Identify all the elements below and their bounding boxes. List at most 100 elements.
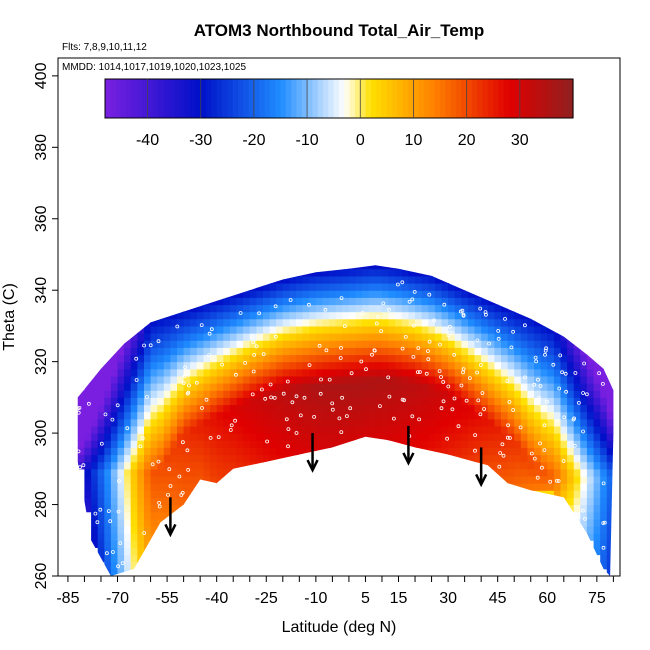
- heatmap-cell: [600, 476, 608, 484]
- heatmap-cell: [441, 440, 449, 448]
- heatmap-cell: [210, 418, 218, 427]
- heatmap-cell: [124, 561, 132, 570]
- heatmap-cell: [137, 404, 145, 413]
- heatmap-cell: [335, 347, 343, 356]
- heatmap-cell: [382, 290, 390, 298]
- heatmap-cell: [348, 275, 357, 284]
- heatmap-cell: [196, 397, 204, 406]
- heatmap-cell: [348, 426, 357, 434]
- heatmap-cell: [269, 411, 277, 420]
- heatmap-cell: [620, 462, 627, 470]
- sample-point: [447, 330, 452, 335]
- heatmap-cell: [540, 418, 548, 427]
- heatmap-cell: [620, 490, 627, 498]
- heatmap-cell: [540, 361, 548, 370]
- heatmap-cell: [553, 440, 562, 448]
- heatmap-cell: [223, 483, 231, 491]
- heatmap-cell: [501, 354, 509, 363]
- heatmap-cell: [421, 297, 429, 306]
- heatmap-cell: [534, 383, 542, 391]
- sample-point: [95, 520, 100, 525]
- heatmap-cell: [514, 433, 522, 441]
- heatmap-cell: [84, 447, 92, 456]
- heatmap-cell: [263, 368, 271, 377]
- heatmap-cell: [249, 404, 257, 413]
- heatmap-cell: [375, 383, 383, 391]
- heatmap-cell: [170, 368, 178, 377]
- heatmap-cell: [322, 318, 330, 327]
- heatmap-cell: [573, 483, 581, 491]
- heatmap-cell: [606, 390, 614, 398]
- heatmap-cell: [322, 297, 330, 306]
- heatmap-cell: [573, 454, 581, 463]
- heatmap-cell: [329, 325, 337, 334]
- heatmap-cell: [348, 447, 357, 456]
- heatmap-cell: [434, 411, 443, 420]
- heatmap-cell: [580, 418, 588, 427]
- heatmap-cell: [322, 290, 330, 298]
- heatmap-cell: [388, 311, 396, 320]
- sample-point: [391, 416, 396, 421]
- heatmap-cell: [342, 411, 350, 420]
- heatmap-cell: [547, 347, 555, 356]
- sample-point: [339, 296, 344, 301]
- heatmap-cell: [467, 411, 476, 420]
- heatmap-cell: [547, 318, 555, 327]
- heatmap-cell: [124, 390, 132, 398]
- sample-point: [254, 344, 259, 349]
- heatmap-cell: [368, 354, 376, 363]
- heatmap-cell: [322, 354, 330, 363]
- heatmap-cell: [315, 325, 324, 334]
- heatmap-cell: [97, 483, 105, 491]
- heatmap-cell: [236, 325, 244, 334]
- heatmap-cell: [243, 354, 251, 363]
- heatmap-cell: [580, 476, 588, 484]
- heatmap-cell: [448, 283, 456, 291]
- heatmap-cell: [408, 390, 416, 398]
- heatmap-cell: [448, 433, 456, 441]
- heatmap-cell: [210, 368, 218, 377]
- heatmap-cell: [190, 297, 198, 306]
- heatmap-cell: [434, 418, 443, 427]
- heatmap-cell: [421, 361, 429, 370]
- sample-point: [228, 428, 233, 432]
- heatmap-cell: [110, 383, 119, 391]
- heatmap-cell: [382, 354, 390, 363]
- heatmap-cell: [553, 333, 562, 341]
- heatmap-cell: [613, 411, 614, 420]
- heatmap-cell: [342, 361, 350, 370]
- heatmap-cell: [137, 468, 145, 477]
- heatmap-cell: [315, 418, 324, 427]
- heatmap-cell: [269, 290, 277, 298]
- heatmap-cell: [388, 375, 396, 384]
- heatmap-cell: [382, 411, 390, 420]
- heatmap-cell: [137, 397, 145, 406]
- heatmap-cell: [315, 368, 324, 377]
- heatmap-cell: [282, 340, 290, 348]
- heatmap-cell: [243, 397, 251, 406]
- heatmap-cell: [289, 375, 297, 384]
- heatmap-cell: [375, 440, 383, 448]
- heatmap-cell: [150, 511, 158, 520]
- heatmap-cell: [481, 418, 489, 427]
- sample-point: [503, 316, 507, 321]
- heatmap-cell: [163, 347, 171, 356]
- heatmap-cell: [282, 397, 290, 406]
- sample-point: [497, 464, 502, 469]
- heatmap-cell: [606, 454, 614, 463]
- heatmap-cell: [97, 390, 105, 398]
- heatmap-cell: [163, 368, 171, 377]
- heatmap-cell: [243, 283, 251, 291]
- sample-point: [105, 551, 109, 556]
- heatmap-cell: [534, 333, 542, 341]
- heatmap-cell: [467, 390, 476, 398]
- heatmap-cell: [388, 268, 396, 277]
- heatmap-cell: [329, 283, 337, 291]
- heatmap-cell: [421, 375, 429, 384]
- heatmap-cell: [256, 390, 264, 398]
- heatmap-cell: [157, 411, 165, 420]
- sample-point: [437, 369, 442, 374]
- heatmap-cell: [494, 368, 502, 377]
- heatmap-cell: [382, 404, 390, 413]
- heatmap-cell: [315, 268, 324, 277]
